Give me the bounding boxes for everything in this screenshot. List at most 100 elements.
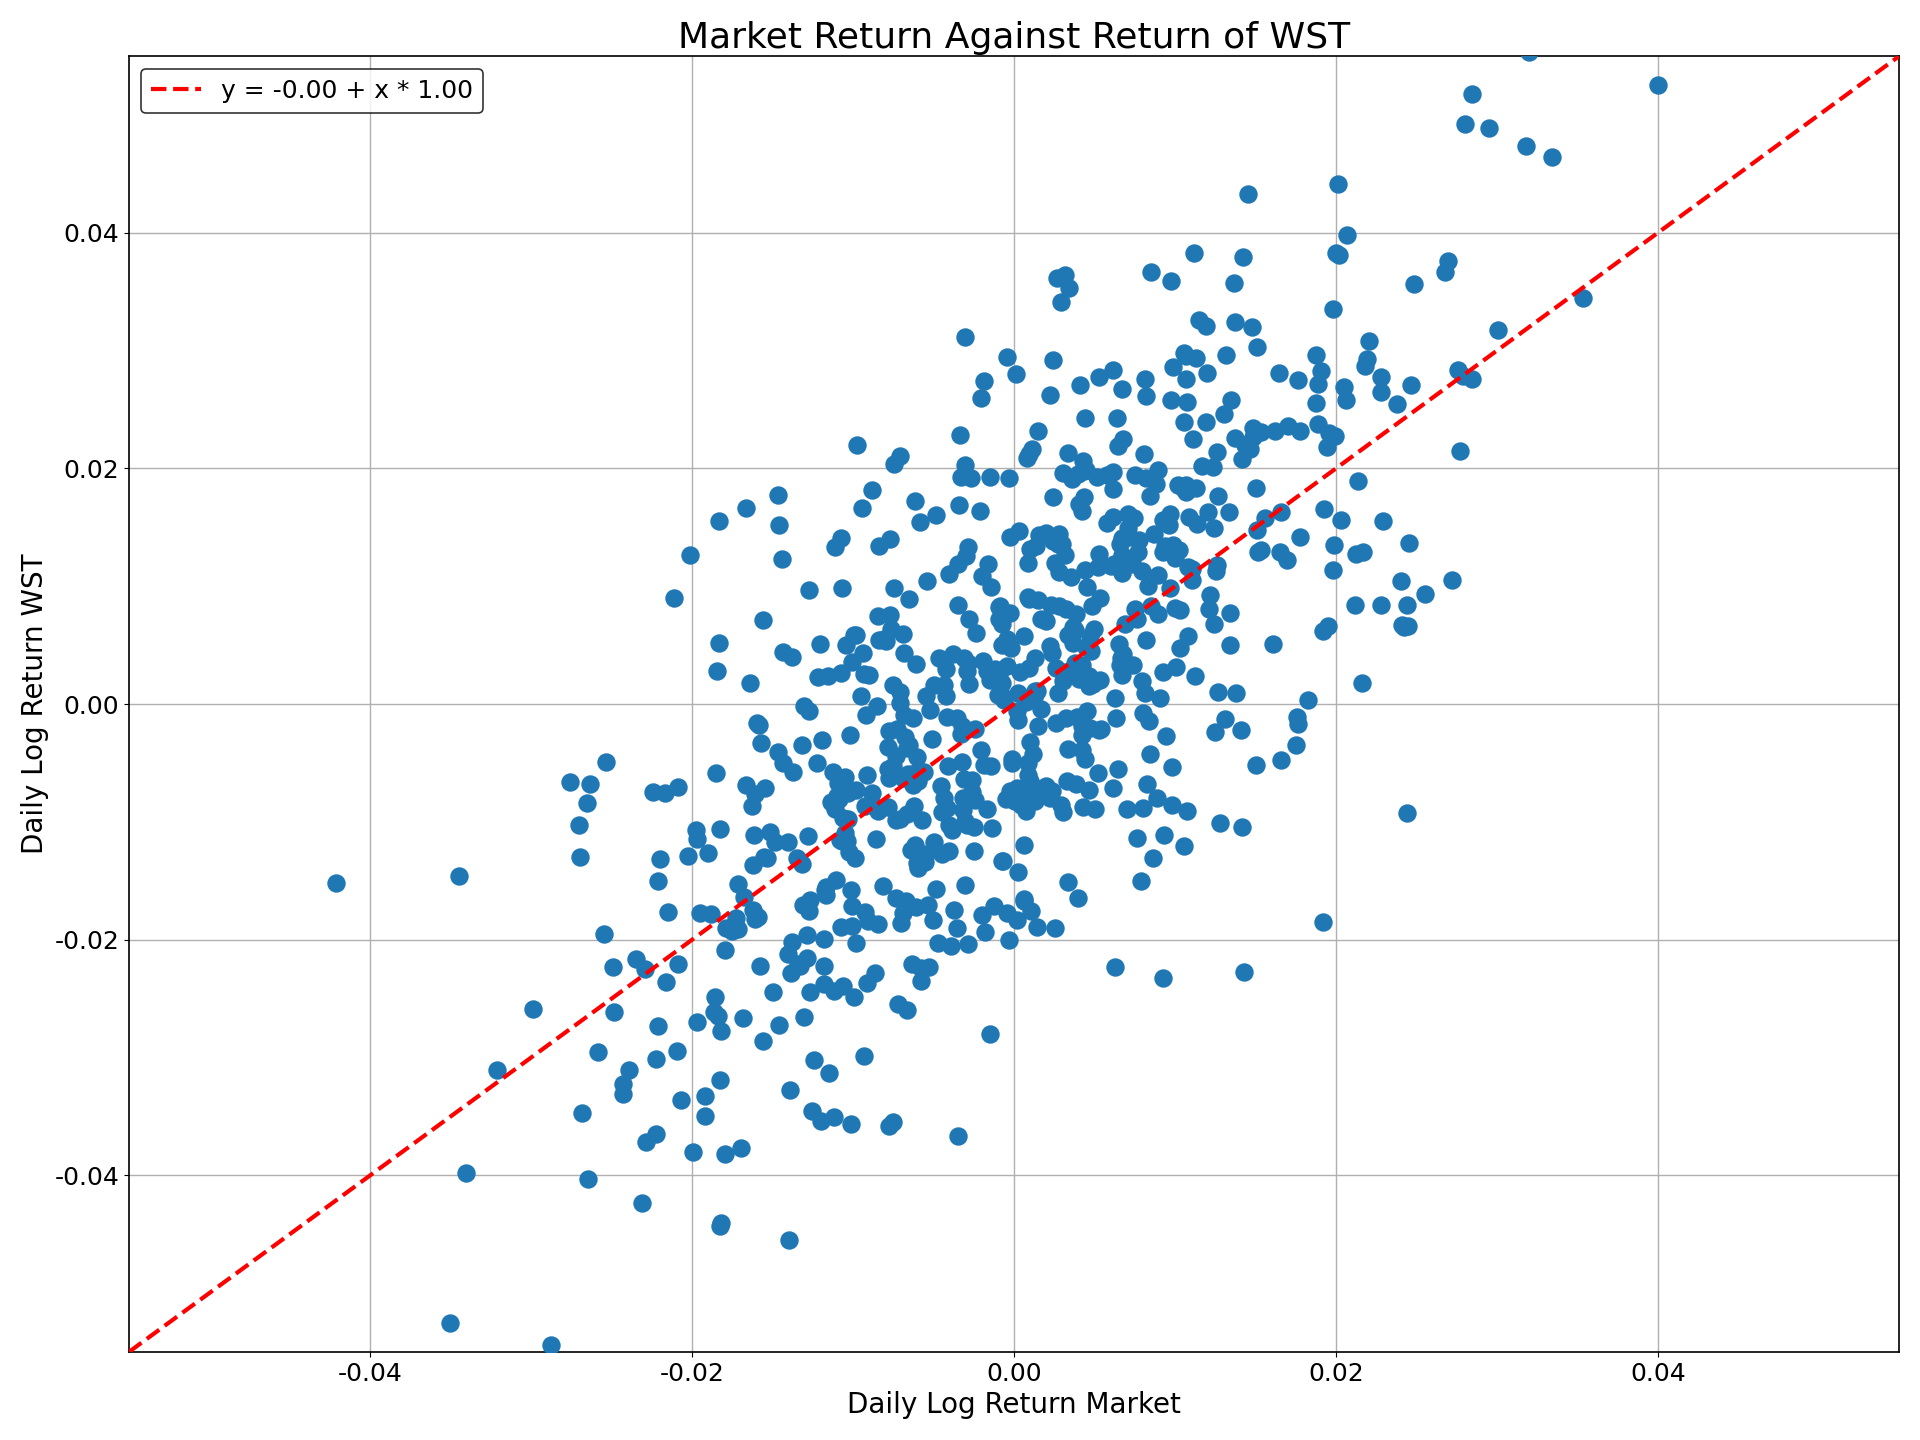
Point [931, 706, 962, 729]
Point [684, 901, 714, 924]
Point [705, 1068, 735, 1092]
Point [1137, 261, 1167, 284]
Point [797, 1100, 828, 1123]
Point [833, 840, 864, 863]
Point [1173, 505, 1204, 528]
Point [1158, 756, 1188, 779]
Point [774, 1228, 804, 1251]
Point [1106, 544, 1137, 567]
Point [1012, 752, 1043, 775]
Point [1116, 553, 1146, 576]
Point [739, 783, 770, 806]
Point [1164, 539, 1194, 562]
Point [828, 576, 858, 599]
Point [1014, 763, 1044, 786]
Point [945, 723, 975, 746]
Point [710, 939, 741, 962]
Point [1160, 547, 1190, 570]
Point [872, 736, 902, 759]
Point [749, 776, 780, 799]
Point [1242, 540, 1273, 563]
Point [707, 1212, 737, 1236]
Point [703, 1005, 733, 1028]
Point [1156, 269, 1187, 292]
Point [743, 906, 774, 929]
Point [1100, 687, 1131, 710]
Point [1148, 824, 1179, 847]
Point [1148, 508, 1179, 531]
Point [589, 922, 620, 945]
Point [1350, 354, 1380, 377]
Point [948, 768, 979, 791]
Point [1002, 861, 1033, 884]
Point [1187, 455, 1217, 478]
Point [1158, 356, 1188, 379]
Point [1021, 680, 1052, 703]
Point [1162, 655, 1192, 678]
Point [828, 806, 858, 829]
Point [1100, 955, 1131, 978]
Point [660, 1040, 691, 1063]
Point [1008, 625, 1039, 648]
Point [1085, 366, 1116, 389]
Point [1308, 621, 1338, 644]
Point [1204, 812, 1235, 835]
Point [1002, 681, 1033, 704]
Point [1329, 376, 1359, 399]
Point [1106, 647, 1137, 670]
Point [720, 907, 751, 930]
Point [1448, 364, 1478, 387]
Point [1154, 514, 1185, 537]
Point [1177, 428, 1208, 451]
Point [1319, 533, 1350, 556]
Point [705, 1214, 735, 1237]
Point [659, 586, 689, 609]
Point [1190, 315, 1221, 338]
Point [1386, 613, 1417, 636]
Point [822, 785, 852, 808]
Point [1137, 847, 1167, 870]
Point [1046, 793, 1077, 816]
Point [1000, 789, 1031, 812]
Point [536, 1333, 566, 1356]
Point [910, 851, 941, 874]
Point [1306, 360, 1336, 383]
Point [937, 818, 968, 841]
Point [810, 883, 841, 906]
Point [816, 791, 847, 814]
Point [908, 760, 939, 783]
Point [1192, 500, 1223, 523]
Point [799, 1048, 829, 1071]
Point [993, 929, 1023, 952]
Point [1430, 261, 1461, 284]
Point [1194, 583, 1225, 606]
Point [776, 930, 806, 953]
Point [1083, 543, 1114, 566]
Point [1227, 448, 1258, 471]
Point [1046, 289, 1077, 312]
Point [1179, 664, 1210, 687]
Point [868, 874, 899, 897]
Point [1056, 467, 1087, 490]
Point [820, 798, 851, 821]
Point [1365, 593, 1396, 616]
Point [902, 851, 933, 874]
Point [877, 674, 908, 697]
Point [1300, 392, 1331, 415]
Point [1098, 477, 1129, 500]
Point [852, 972, 883, 995]
Point [826, 916, 856, 939]
Point [1014, 588, 1044, 611]
X-axis label: Daily Log Return Market: Daily Log Return Market [847, 1391, 1181, 1420]
Point [912, 569, 943, 592]
Point [933, 562, 964, 585]
Point [739, 907, 770, 930]
Point [933, 814, 964, 837]
Point [1240, 477, 1271, 500]
Point [808, 972, 839, 995]
Point [1002, 700, 1033, 723]
Point [1064, 462, 1094, 485]
Point [925, 775, 956, 798]
Point [1156, 793, 1187, 816]
Point [929, 684, 960, 707]
